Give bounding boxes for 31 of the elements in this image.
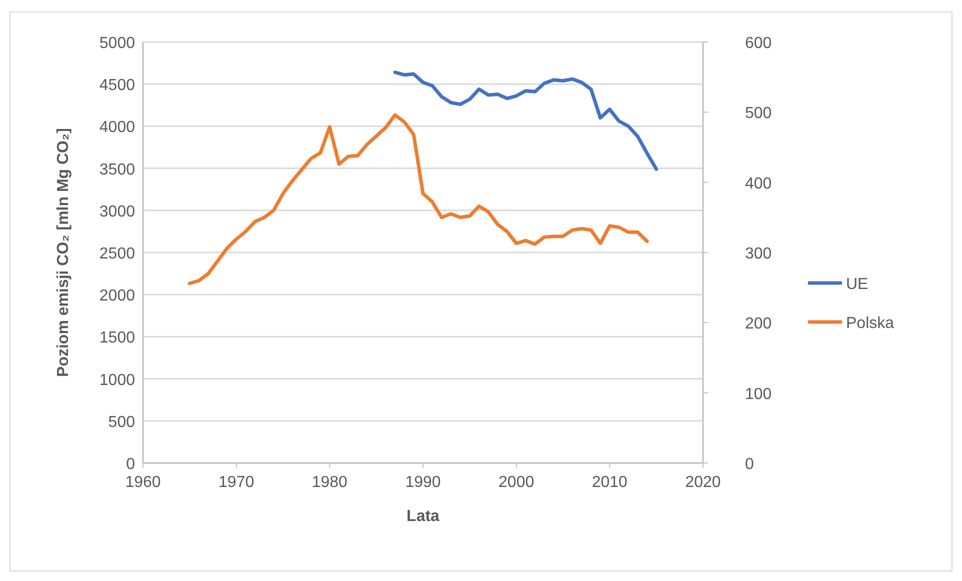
x-tick-label: 1960 bbox=[125, 474, 161, 491]
y-tick-label: 4000 bbox=[99, 119, 136, 136]
y-tick-label: 2500 bbox=[99, 246, 136, 262]
legend-label: UE bbox=[846, 276, 868, 293]
y2-tick-label: 0 bbox=[745, 456, 754, 473]
y2-tick-label: 200 bbox=[745, 316, 772, 333]
x-tick-label: 1990 bbox=[405, 474, 441, 491]
line-series bbox=[393, 70, 658, 171]
x-tick-label: 2000 bbox=[498, 474, 534, 491]
y-tick-label: 1500 bbox=[99, 330, 136, 347]
x-tick-label: 2020 bbox=[685, 474, 721, 491]
x-tick-label: 2010 bbox=[592, 474, 628, 491]
y-tick-label: 5000 bbox=[99, 35, 136, 52]
line-series bbox=[188, 113, 649, 286]
x-tick-label: 1980 bbox=[312, 474, 348, 491]
y-tick-label: 2000 bbox=[99, 288, 136, 305]
y-tick-label: 3500 bbox=[99, 161, 136, 178]
y-tick-label: 3000 bbox=[99, 203, 136, 220]
y-axis-title: Poziom emisji CO₂ [mln Mg CO₂] bbox=[55, 128, 72, 377]
x-axis-title: Lata bbox=[406, 508, 440, 525]
y-tick-label: 500 bbox=[108, 414, 136, 431]
legend-label: Polska bbox=[846, 315, 894, 332]
y2-tick-label: 300 bbox=[745, 246, 772, 262]
y-tick-label: 1000 bbox=[99, 372, 136, 389]
y2-tick-label: 600 bbox=[745, 35, 772, 52]
x-tick-label: 1970 bbox=[218, 474, 254, 491]
y2-tick-label: 100 bbox=[745, 386, 772, 403]
y2-tick-label: 400 bbox=[745, 175, 772, 192]
y-tick-label: 4500 bbox=[99, 77, 136, 94]
y2-tick-label: 500 bbox=[745, 105, 772, 122]
y-tick-label: 0 bbox=[126, 456, 136, 473]
